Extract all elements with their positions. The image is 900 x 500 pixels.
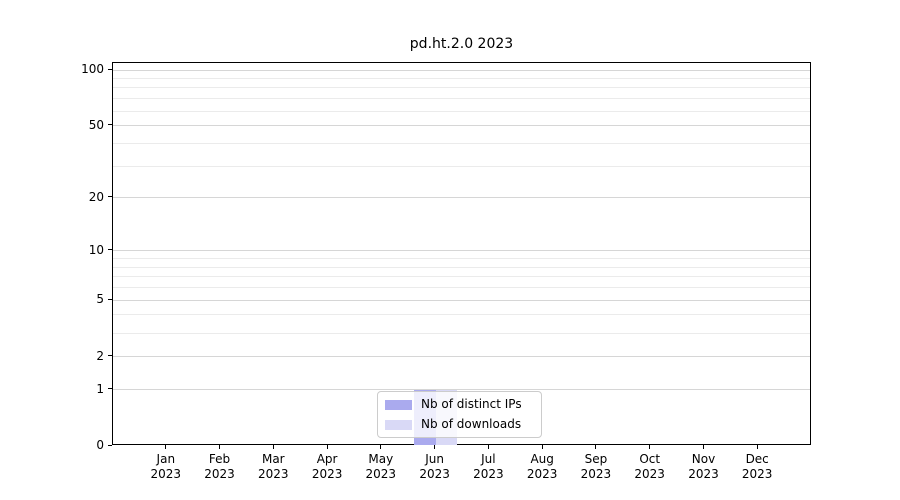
gridline-major (113, 125, 810, 127)
x-tick-mark (541, 445, 543, 449)
y-tick-mark (108, 388, 112, 389)
x-tick-label: Jun 2023 (403, 452, 467, 482)
x-tick-label: Sep 2023 (564, 452, 628, 482)
gridline-major (113, 250, 810, 252)
x-tick-label-month: Feb (208, 452, 231, 466)
legend-swatch-distinct-ips-icon (385, 399, 412, 410)
legend: Nb of distinct IPs Nb of downloads (377, 391, 542, 438)
x-tick-label-year: 2023 (419, 467, 450, 481)
y-tick-label: 0 (96, 438, 104, 452)
legend-swatch-downloads-icon (385, 419, 412, 430)
y-tick-mark (108, 298, 112, 300)
gridline-minor (113, 266, 810, 268)
x-tick-mark (595, 445, 597, 449)
gridline-major (113, 69, 810, 71)
gridline-minor (113, 165, 810, 167)
x-tick-label-year: 2023 (741, 467, 773, 481)
x-tick-label: Nov 2023 (672, 452, 736, 482)
gridline-minor (113, 98, 810, 100)
x-tick-label-month: May (368, 452, 394, 466)
x-tick-label-year: 2023 (473, 467, 504, 481)
legend-label-distinct-ips: Nb of distinct IPs (421, 397, 522, 411)
x-tick-label: Mar 2023 (241, 452, 305, 482)
x-tick-label: Jan 2023 (134, 452, 198, 482)
x-tick-label: Dec 2023 (725, 452, 789, 482)
gridline-major (113, 356, 810, 357)
legend-item-distinct-ips: Nb of distinct IPs (385, 397, 533, 412)
gridline-minor (113, 110, 810, 112)
x-tick-label-year: 2023 (580, 467, 612, 481)
y-tick-label: 100 (81, 62, 104, 76)
x-tick-mark (380, 445, 382, 449)
x-tick-mark (326, 445, 328, 449)
x-tick-label-month: Jun (425, 452, 444, 466)
x-tick-label-month: Jan (156, 452, 176, 466)
y-tick-mark (108, 124, 112, 126)
x-tick-mark (756, 445, 758, 449)
chart-title: pd.ht.2.0 2023 (409, 36, 514, 52)
y-tick-mark (108, 355, 112, 356)
x-tick-label-month: Sep (584, 452, 608, 466)
x-tick-mark (165, 445, 167, 449)
x-tick-label-year: 2023 (150, 467, 182, 481)
gridline-major (113, 197, 810, 199)
y-tick-label: 20 (88, 189, 104, 204)
gridline-minor (113, 276, 810, 278)
gridline-major (113, 299, 810, 301)
x-tick-label-year: 2023 (204, 467, 235, 481)
x-tick-label: Oct 2023 (618, 452, 682, 482)
gridline-minor (113, 257, 810, 259)
legend-label-downloads: Nb of downloads (421, 417, 522, 431)
x-tick-label-year: 2023 (258, 467, 289, 481)
x-tick-label-month: Oct (639, 452, 661, 466)
x-tick-label-year: 2023 (688, 467, 719, 481)
gridline-minor (113, 332, 810, 334)
x-tick-mark (219, 445, 220, 449)
y-tick-label: 10 (88, 242, 104, 257)
y-tick-mark (108, 444, 112, 446)
x-tick-mark (649, 445, 651, 449)
x-tick-label: Feb 2023 (188, 452, 252, 482)
y-tick-mark (108, 68, 112, 70)
x-tick-label-year: 2023 (526, 467, 558, 481)
y-tick-label: 2 (96, 348, 104, 363)
y-tick-label: 50 (88, 117, 104, 132)
x-tick-label-year: 2023 (634, 467, 665, 481)
x-tick-label: Aug 2023 (510, 452, 574, 482)
x-tick-label-month: Nov (691, 452, 716, 466)
x-tick-label: May 2023 (349, 452, 413, 482)
y-tick-label: 5 (96, 292, 104, 306)
gridline-minor (113, 142, 810, 144)
x-tick-mark (703, 445, 704, 449)
legend-item-downloads: Nb of downloads (385, 417, 533, 432)
x-tick-label-month: Jul (481, 452, 496, 466)
gridline-minor (113, 87, 810, 89)
y-tick-mark (108, 249, 112, 251)
gridline-minor (113, 286, 810, 288)
x-tick-mark (487, 445, 489, 449)
x-tick-label-month: Aug (530, 452, 554, 466)
x-tick-label-month: Mar (261, 452, 285, 466)
gridline-major (113, 389, 810, 390)
gridline-minor (113, 314, 810, 316)
x-tick-label: Jul 2023 (456, 452, 520, 482)
x-tick-mark (272, 445, 274, 449)
y-tick-label: 1 (96, 381, 104, 396)
x-tick-label-year: 2023 (311, 467, 343, 481)
x-tick-label: Apr 2023 (295, 452, 359, 482)
plot-area (112, 62, 811, 445)
x-tick-label-month: Dec (745, 452, 769, 466)
x-tick-label-month: Apr (316, 452, 338, 466)
x-tick-mark (434, 445, 436, 449)
x-tick-label-year: 2023 (365, 467, 397, 481)
y-tick-mark (108, 196, 112, 198)
gridline-minor (113, 78, 810, 79)
